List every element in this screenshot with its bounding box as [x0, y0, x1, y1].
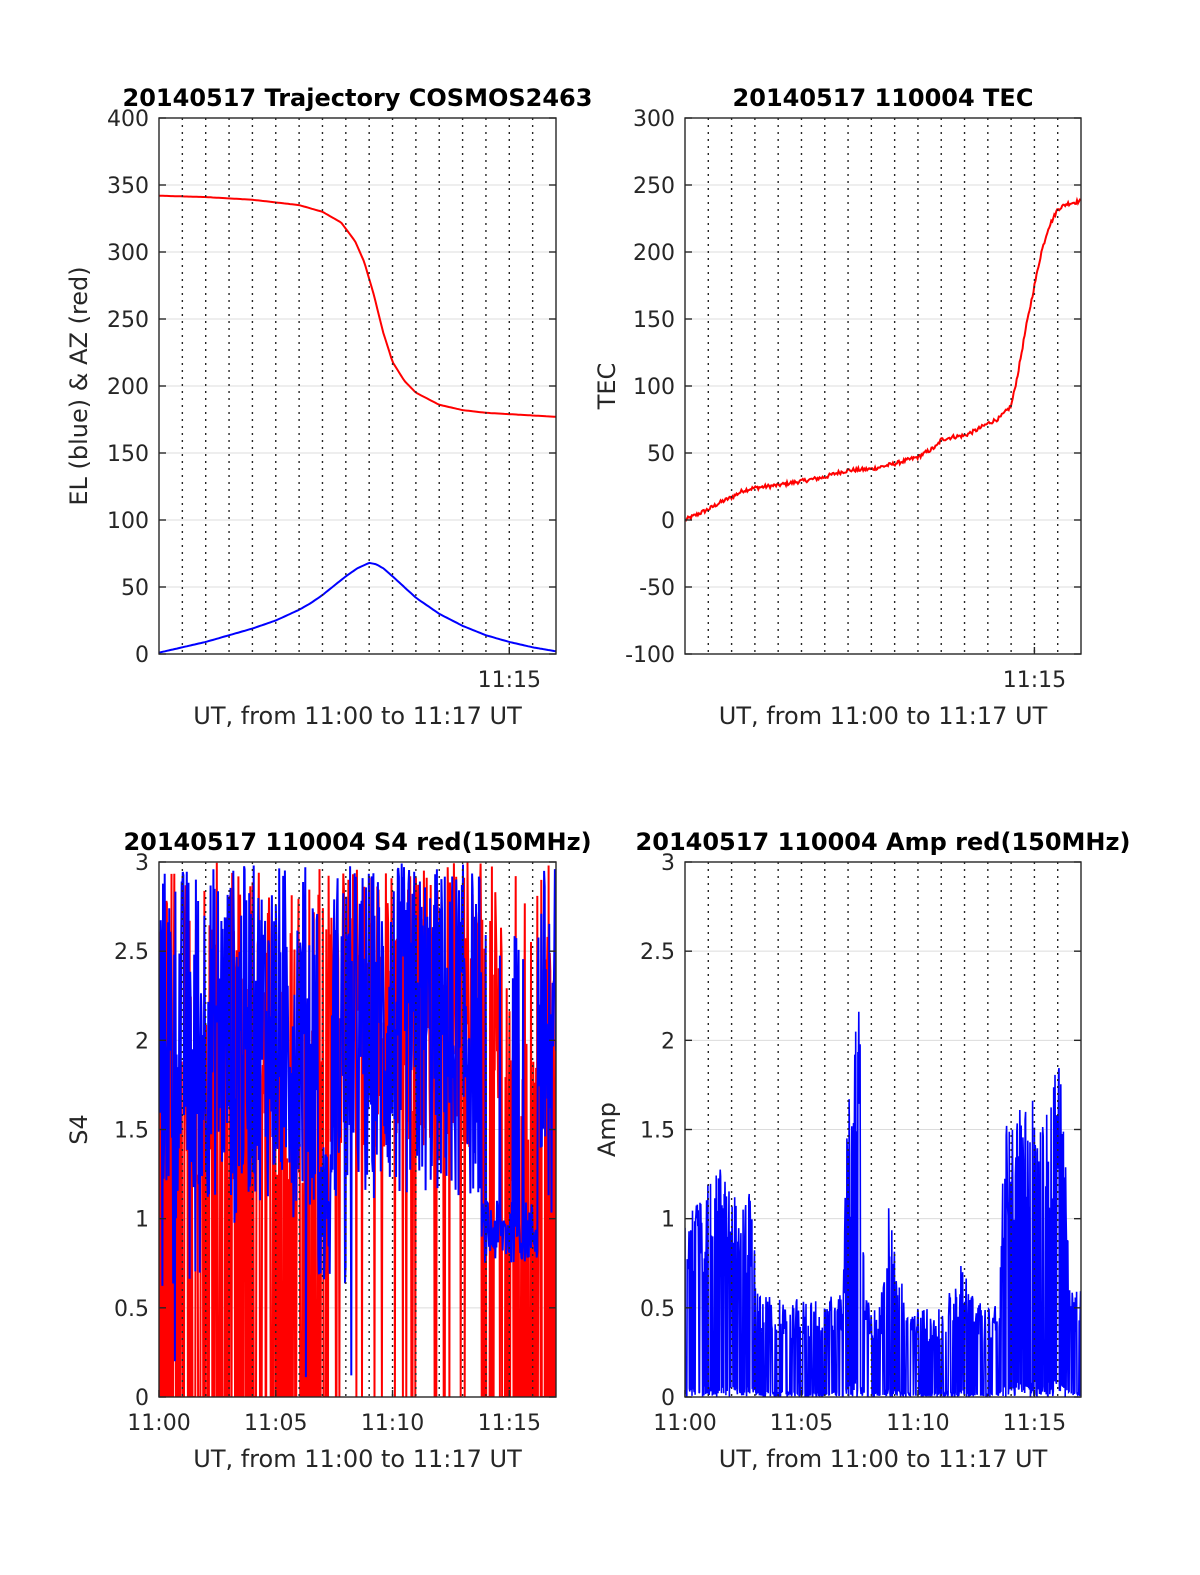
y-tick-label: 0 [661, 509, 675, 534]
chart-title: 20140517 110004 S4 red(150MHz) [123, 828, 591, 856]
y-tick-label: 100 [107, 509, 149, 534]
series-group [685, 196, 1081, 522]
x-axis-label: UT, from 11:00 to 11:17 UT [719, 702, 1048, 730]
y-tick-label: 3 [135, 851, 149, 876]
y-tick-label: 2.5 [114, 940, 149, 965]
y-tick-label: 0 [135, 1386, 149, 1411]
y-tick-label: 1 [135, 1208, 149, 1233]
chart-4: 0 0.5 1 1.5 2 2.5 3 11:00 11:05 11:10 11:15 2014051… [593, 828, 1130, 1473]
chart-1: 0 50 100 150 200 250 300 350 400 11:15 20140517 Tr… [65, 84, 592, 730]
x-axis-label: UT, from 11:00 to 11:17 UT [193, 702, 522, 730]
y-tick-label: 350 [107, 174, 149, 199]
y-tick-label: 200 [633, 241, 675, 266]
y-tick-label: 400 [107, 107, 149, 132]
y-tick-label: 3 [661, 851, 675, 876]
x-tick-label: 11:15 [1003, 668, 1066, 693]
y-tick-label: 300 [633, 107, 675, 132]
series-line-2 [159, 863, 556, 1378]
y-tick-label: 1.5 [114, 1119, 149, 1144]
x-tick-label: 11:00 [653, 1411, 716, 1436]
y-tick-label: -100 [625, 643, 675, 668]
chart-title: 20140517 110004 TEC [733, 84, 1034, 112]
series-line-1 [685, 1011, 1081, 1397]
x-tick-label: 11:05 [770, 1411, 833, 1436]
y-tick-label: 300 [107, 241, 149, 266]
series-line-1 [685, 196, 1081, 522]
series-group [159, 194, 556, 654]
chart-title: 20140517 110004 Amp red(150MHz) [636, 828, 1131, 856]
y-axis-label: TEC [593, 363, 621, 411]
y-tick-label: 0 [661, 1386, 675, 1411]
y-axis-label: Amp [593, 1102, 621, 1157]
x-tick-label: 11:10 [886, 1411, 949, 1436]
series-line-2 [159, 561, 556, 654]
y-tick-label: 2.5 [640, 940, 675, 965]
x-tick-label: 11:15 [478, 668, 541, 693]
x-axis-label: UT, from 11:00 to 11:17 UT [719, 1445, 1048, 1473]
y-tick-label: 250 [107, 308, 149, 333]
y-tick-label: 0.5 [640, 1297, 675, 1322]
y-tick-label: 50 [121, 576, 149, 601]
series-group [685, 1011, 1081, 1397]
y-tick-label: 2 [661, 1029, 675, 1054]
y-tick-label: 0.5 [114, 1297, 149, 1322]
y-tick-label: 0 [135, 643, 149, 668]
y-tick-label: 250 [633, 174, 675, 199]
y-tick-label: 2 [135, 1029, 149, 1054]
chart-2: -100 -50 0 50 100 150 200 250 300 11:15 20140517 1… [593, 84, 1082, 730]
y-tick-label: 50 [647, 442, 675, 467]
series-group [159, 862, 556, 1397]
y-tick-label: 150 [633, 308, 675, 333]
y-axis-label: S4 [65, 1114, 93, 1145]
y-axis-label: EL (blue) & AZ (red) [65, 266, 93, 505]
y-tick-label: 1.5 [640, 1119, 675, 1144]
y-tick-label: -50 [639, 576, 675, 601]
x-tick-label: 11:15 [1003, 1411, 1066, 1436]
y-tick-label: 200 [107, 375, 149, 400]
series-line-1 [159, 194, 556, 418]
x-axis-label: UT, from 11:00 to 11:17 UT [193, 1445, 522, 1473]
chart-title: 20140517 Trajectory COSMOS2463 [123, 84, 593, 112]
chart-3: 0 0.5 1 1.5 2 2.5 3 11:00 11:05 11:10 11:15 2014051… [65, 828, 592, 1473]
y-tick-label: 150 [107, 442, 149, 467]
x-tick-label: 11:15 [478, 1411, 541, 1436]
y-tick-label: 1 [661, 1208, 675, 1233]
x-tick-label: 11:10 [361, 1411, 424, 1436]
y-tick-label: 100 [633, 375, 675, 400]
x-tick-label: 11:05 [244, 1411, 307, 1436]
x-tick-label: 11:00 [127, 1411, 190, 1436]
